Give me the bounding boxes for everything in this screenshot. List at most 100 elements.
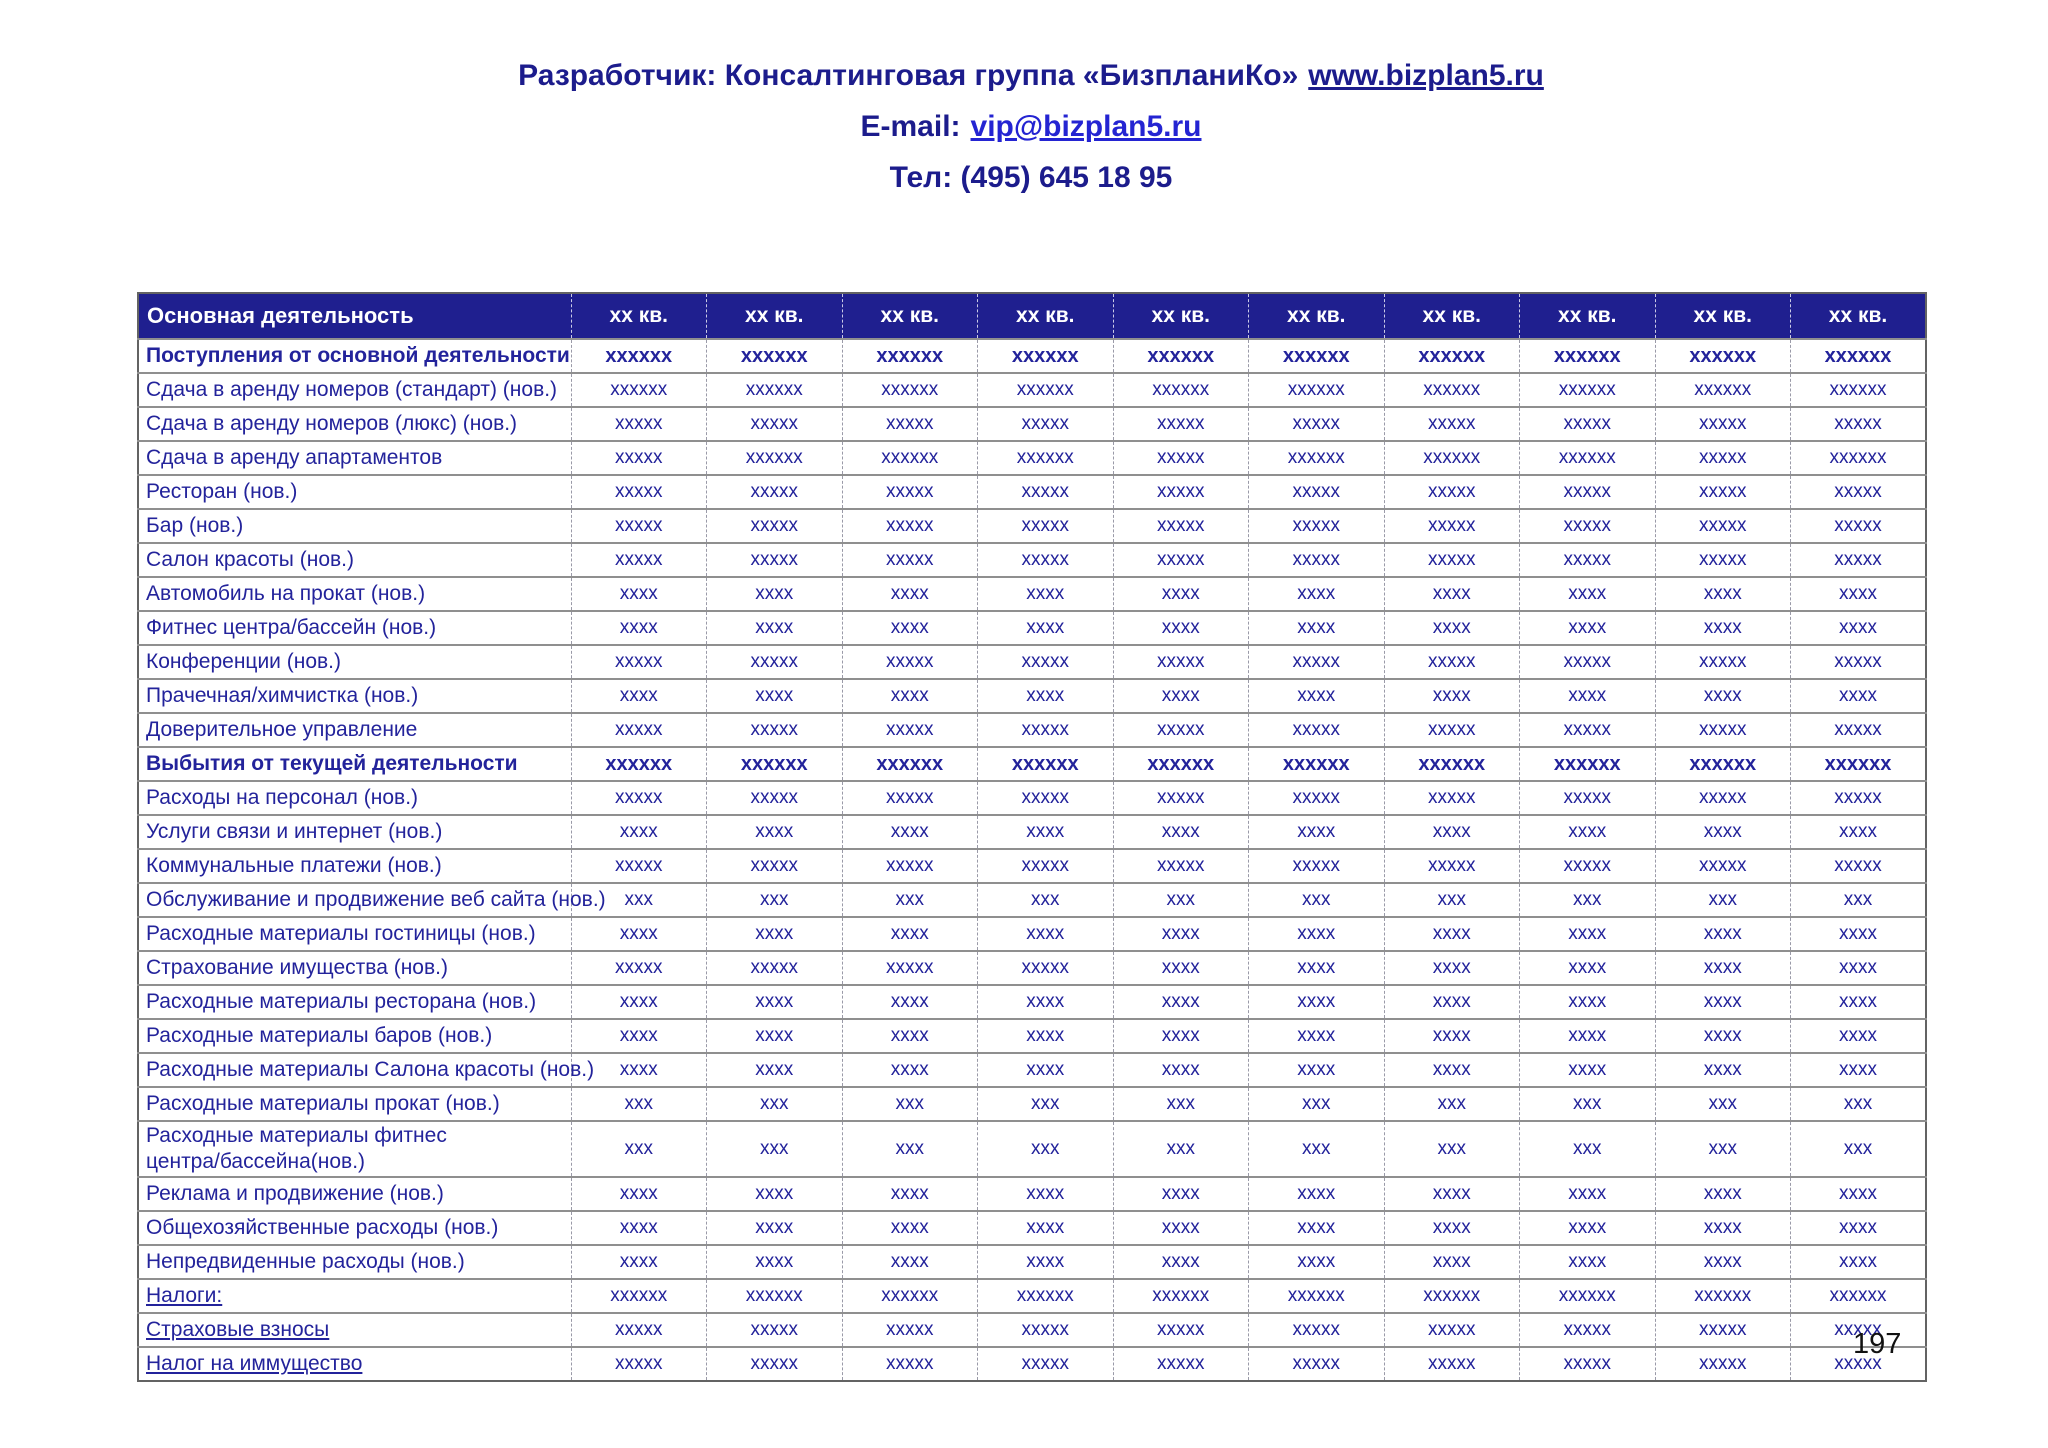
row-value-cell: хххххх — [706, 746, 842, 781]
row-value-cell: ххххх — [570, 440, 707, 475]
table-row: Страховые взносы ххххх ххххх ххххх ххххх хххх… — [138, 1312, 1926, 1347]
row-value-cell: ххххх — [1654, 406, 1791, 441]
row-value-cell: хххх — [1383, 1210, 1520, 1245]
row-value-cell: ххххх — [1112, 644, 1249, 679]
row-value-cell: хххх — [1519, 1210, 1655, 1245]
row-value-cell: хххххх — [977, 338, 1113, 373]
column-header-activity: Основная деятельность — [138, 293, 571, 339]
row-value-cell: хххххх — [706, 372, 842, 407]
row-value-cell: ххх — [1790, 1120, 1926, 1177]
row-value-cell: ххххх — [706, 508, 842, 543]
row-value-cell: хххх — [1790, 950, 1926, 985]
row-value-cell: ххххх — [1383, 508, 1520, 543]
row-value-cell: ххххх — [1248, 406, 1384, 441]
row-value-cell: ххххх — [1654, 542, 1791, 577]
row-value-cell: хххххх — [1790, 440, 1926, 475]
column-header-quarter: хх кв. — [977, 293, 1113, 339]
row-value-cell: ххххх — [1519, 1312, 1655, 1347]
row-value-cell: хххх — [1383, 610, 1520, 645]
row-value-cell: хххх — [841, 1052, 978, 1087]
developer-site-link[interactable]: www.bizplan5.ru — [1308, 59, 1544, 92]
row-value-cell: ххххх — [1519, 542, 1655, 577]
row-value-cell: ххх — [1654, 1120, 1791, 1177]
email-line: E-mail: vip@bizplan5.ru — [137, 109, 1925, 145]
row-value-cell: хххххх — [977, 1278, 1113, 1313]
table-row: Расходные материалы гостиницы (нов.) хххх… — [138, 916, 1926, 951]
row-value-cell: ххх — [841, 1086, 978, 1121]
row-value-cell: ххх — [1248, 1086, 1384, 1121]
table-row: Фитнес центра/бассейн (нов.) хххх хххх хххх… — [138, 610, 1926, 645]
row-value-cell: ххххх — [1654, 1312, 1791, 1347]
row-value-cell: хххх — [977, 576, 1113, 611]
row-value-cell: ххххх — [570, 1346, 707, 1381]
row-value-cell: ххх — [706, 882, 842, 917]
row-value-cell: ххххх — [1519, 508, 1655, 543]
row-value-cell: ххххх — [1383, 712, 1520, 747]
row-value-cell: хххххх — [570, 1278, 707, 1313]
row-value-cell: ххххх — [977, 644, 1113, 679]
row-value-cell: ххх — [841, 1120, 978, 1177]
row-value-cell: хххх — [1790, 610, 1926, 645]
row-value-cell: ххххх — [1112, 406, 1249, 441]
row-value-cell: ххх — [570, 1120, 707, 1177]
row-value-cell: ххххх — [841, 644, 978, 679]
row-value-cell: хххх — [1248, 1244, 1384, 1279]
table-row: Поступления от основной деятельности хххх… — [138, 338, 1926, 373]
row-value-cell: ххххх — [570, 848, 707, 883]
row-label: Расходные материалы фитнес центра/бассей… — [138, 1120, 571, 1177]
row-value-cell: хххххх — [1112, 746, 1249, 781]
row-value-cell: хххххх — [1519, 372, 1655, 407]
row-value-cell: хххх — [570, 1018, 707, 1053]
row-value-cell: ххххх — [570, 1312, 707, 1347]
row-value-cell: хххх — [841, 610, 978, 645]
table-row: Расходные материалы ресторана (нов.) хххх… — [138, 984, 1926, 1019]
table-row: Налог на иммущество ххххх ххххх ххххх ххххх х… — [138, 1346, 1926, 1381]
row-value-cell: ххххх — [706, 950, 842, 985]
row-value-cell: хххх — [1112, 814, 1249, 849]
table-row: Автомобиль на прокат (нов.) хххх хххх хххх х… — [138, 576, 1926, 611]
row-value-cell: хххххх — [1519, 338, 1655, 373]
table-row: Салон красоты (нов.) ххххх ххххх ххххх ххххх… — [138, 542, 1926, 577]
row-value-cell: ххххх — [1790, 644, 1926, 679]
phone-line: Тел: (495) 645 18 95 — [889, 161, 1173, 194]
row-value-cell: ххххх — [1790, 474, 1926, 509]
row-value-cell: хххх — [977, 984, 1113, 1019]
row-value-cell: хххх — [977, 1210, 1113, 1245]
row-value-cell: ххххх — [977, 712, 1113, 747]
row-value-cell: хххх — [1654, 610, 1791, 645]
row-label: Выбытия от текущей деятельности — [138, 746, 571, 781]
row-label: Фитнес центра/бассейн (нов.) — [138, 610, 571, 645]
row-value-cell: хххх — [977, 1052, 1113, 1087]
email-prefix: E-mail: — [860, 110, 961, 143]
row-value-cell: ххххх — [1790, 406, 1926, 441]
row-value-cell: хххххх — [841, 372, 978, 407]
row-label: Автомобиль на прокат (нов.) — [138, 576, 571, 611]
row-value-cell: хххх — [1248, 1210, 1384, 1245]
row-value-cell: хххх — [1519, 916, 1655, 951]
row-label: Расходные материалы ресторана (нов.) — [138, 984, 571, 1019]
row-value-cell: хххх — [1383, 984, 1520, 1019]
email-link[interactable]: vip@bizplan5.ru — [970, 110, 1202, 143]
row-value-cell: ххх — [977, 1120, 1113, 1177]
row-value-cell: хххх — [1790, 814, 1926, 849]
row-value-cell: ххххх — [1112, 440, 1249, 475]
row-value-cell: ххххх — [706, 542, 842, 577]
row-value-cell: хххх — [1519, 984, 1655, 1019]
row-value-cell: хххх — [706, 814, 842, 849]
table-head: Основная деятельность хх кв. хх кв. хх кв.… — [138, 293, 1926, 339]
row-value-cell: хххх — [1519, 576, 1655, 611]
row-label: Обслуживание и продвижение веб сайта (но… — [138, 882, 606, 917]
row-value-cell: ххххх — [706, 780, 842, 815]
row-value-cell: ххх — [570, 882, 707, 917]
row-value-cell: хххх — [1790, 1244, 1926, 1279]
row-value-cell: ххххх — [1112, 780, 1249, 815]
row-value-cell: ххххх — [1654, 644, 1791, 679]
row-value-cell: ххххх — [841, 1346, 978, 1381]
row-value-cell: хххх — [841, 916, 978, 951]
row-value-cell: ххххх — [1383, 780, 1520, 815]
developer-line: Разработчик: Консалтинговая группа «Бизп… — [137, 58, 1925, 94]
row-value-cell: хххххх — [1248, 1278, 1384, 1313]
row-label: Расходные материалы прокат (нов.) — [138, 1086, 571, 1121]
row-value-cell: ххххх — [841, 406, 978, 441]
row-value-cell: ххххх — [706, 1312, 842, 1347]
